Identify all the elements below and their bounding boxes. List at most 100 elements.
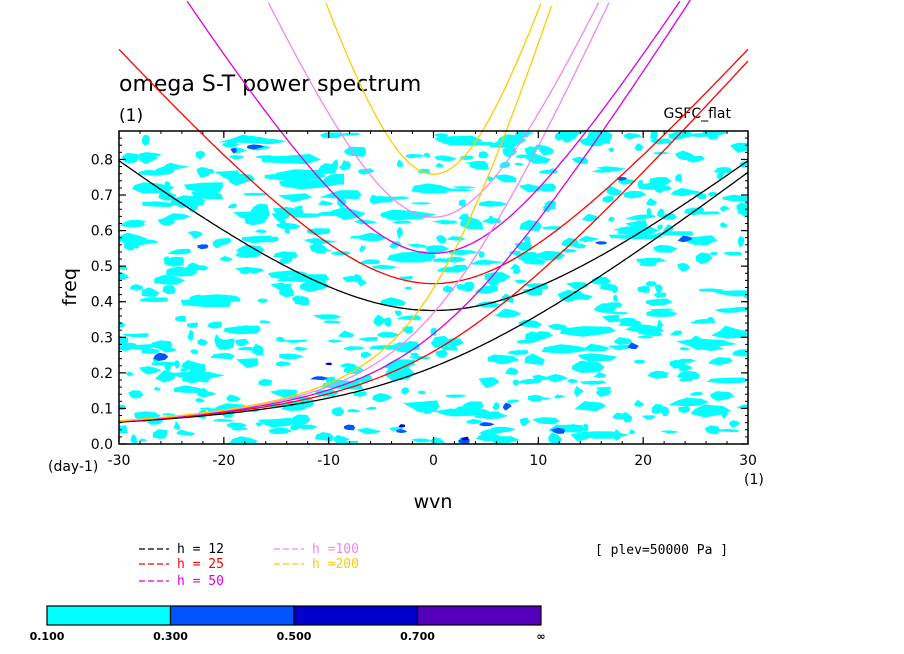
contour-region	[404, 286, 412, 290]
legend-label: h =100	[312, 542, 359, 557]
dispersion-curve-mrg	[118, 5, 553, 422]
contour-region	[567, 378, 578, 383]
contour-region	[342, 275, 362, 283]
contour-region	[654, 284, 663, 293]
contour-region	[195, 150, 206, 160]
contour-region	[320, 132, 343, 139]
contour-region	[279, 257, 293, 265]
contour-region	[338, 160, 352, 171]
contour-region	[719, 205, 730, 212]
contour-region	[704, 316, 715, 324]
contour-region	[532, 417, 560, 425]
contour-region	[223, 325, 261, 335]
contour-region	[269, 427, 293, 435]
contour-region	[214, 237, 232, 246]
contour-region	[213, 418, 235, 422]
contour-region	[611, 288, 618, 294]
contour-region	[617, 177, 628, 181]
contour-region	[454, 405, 482, 411]
y-tick-label: 0.7	[91, 188, 113, 204]
contour-region	[434, 133, 449, 138]
contour-region	[141, 287, 160, 297]
contour-region	[693, 211, 721, 215]
contour-region	[488, 140, 518, 149]
contour-region	[676, 370, 700, 380]
contour-region	[139, 154, 159, 164]
contour-region	[339, 363, 357, 368]
contour-region	[513, 162, 524, 166]
contour-region	[592, 276, 612, 285]
contour-region	[597, 133, 611, 144]
contour-region	[246, 268, 264, 275]
x-tick-label: 10	[529, 453, 547, 469]
contour-region	[169, 371, 225, 379]
contour-region	[195, 397, 205, 403]
contour-region	[228, 155, 245, 160]
contour-region	[510, 264, 520, 270]
contour-region	[358, 168, 375, 175]
contour-region	[430, 437, 445, 444]
contour-region	[434, 135, 483, 146]
dispersion-curve-mrg	[118, 60, 749, 423]
contour-region	[186, 322, 198, 329]
contour-region	[358, 233, 375, 241]
contour-region	[343, 346, 365, 351]
contour-region	[669, 330, 682, 336]
contour-region	[218, 134, 273, 145]
contour-region	[583, 343, 610, 352]
contour-region	[230, 427, 249, 431]
x-tick-label: 0	[429, 453, 438, 469]
contour-region	[737, 236, 745, 248]
contour-region	[654, 292, 667, 299]
contour-region	[645, 298, 674, 306]
contour-region	[220, 256, 234, 262]
contour-region	[596, 166, 627, 172]
contour-region	[711, 290, 748, 297]
contour-region	[707, 357, 733, 366]
contour-region	[151, 361, 176, 366]
contour-region	[541, 344, 591, 354]
colorbar-label: 0.500	[277, 630, 312, 643]
contour-region	[474, 285, 498, 294]
contour-region	[197, 244, 209, 250]
contour-region	[306, 228, 331, 236]
contour-region	[516, 378, 543, 385]
contour-region	[478, 251, 485, 259]
contour-region	[722, 194, 748, 202]
contour-region	[487, 354, 504, 363]
contour-region	[364, 406, 378, 410]
contour-region	[239, 266, 250, 275]
contour-region	[653, 152, 672, 155]
contour-region	[169, 195, 206, 208]
contour-region	[294, 346, 308, 351]
contour-region	[282, 339, 309, 344]
contour-region	[478, 377, 500, 389]
contour-region	[423, 152, 431, 158]
contour-region	[446, 256, 467, 263]
contour-region	[347, 408, 361, 413]
contour-region	[181, 360, 205, 370]
contour-region	[394, 310, 403, 317]
contour-region	[668, 397, 709, 407]
contour-region	[311, 249, 333, 253]
contour-region	[246, 144, 265, 150]
contour-region	[410, 352, 419, 357]
contour-region	[141, 134, 150, 146]
contour-region	[258, 378, 272, 387]
colorbar-segment	[46, 605, 172, 626]
contour-region	[711, 325, 748, 339]
contour-region	[139, 297, 169, 303]
contour-region	[119, 342, 140, 352]
contour-region	[138, 152, 162, 157]
contour-region	[189, 365, 207, 374]
contour-region	[608, 344, 635, 351]
contour-region	[593, 372, 607, 378]
contour-region	[154, 386, 161, 391]
contour-region	[687, 155, 706, 163]
contour-region	[343, 424, 356, 431]
contour-region	[294, 301, 307, 305]
contour-region	[520, 131, 535, 136]
contour-region	[369, 194, 382, 205]
contour-region	[121, 152, 140, 164]
contour-region	[574, 401, 603, 412]
